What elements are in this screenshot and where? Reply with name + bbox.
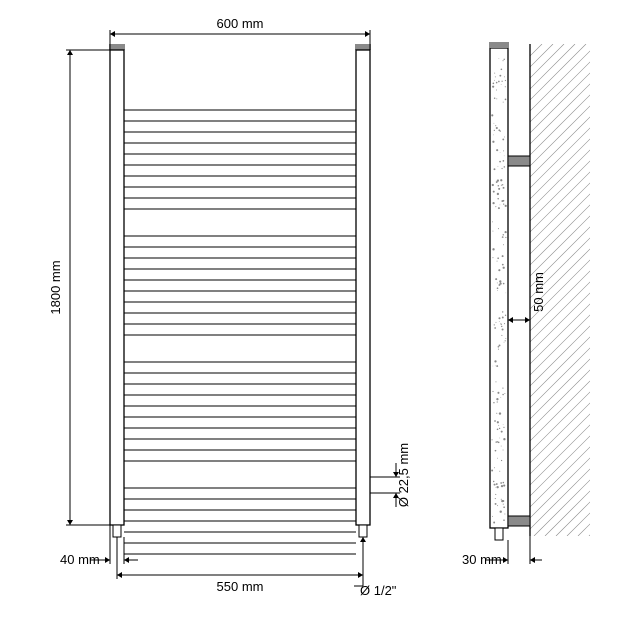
svg-text:30 mm: 30 mm [462, 552, 502, 567]
svg-text:40 mm: 40 mm [60, 552, 100, 567]
svg-text:Ø 1/2": Ø 1/2" [360, 583, 397, 598]
front-view [109, 44, 371, 554]
svg-text:50 mm: 50 mm [531, 272, 546, 312]
svg-text:Ø 22,5 mm: Ø 22,5 mm [396, 443, 411, 507]
svg-text:600 mm: 600 mm [217, 16, 264, 31]
svg-text:550 mm: 550 mm [217, 579, 264, 594]
svg-text:1800 mm: 1800 mm [48, 260, 63, 314]
